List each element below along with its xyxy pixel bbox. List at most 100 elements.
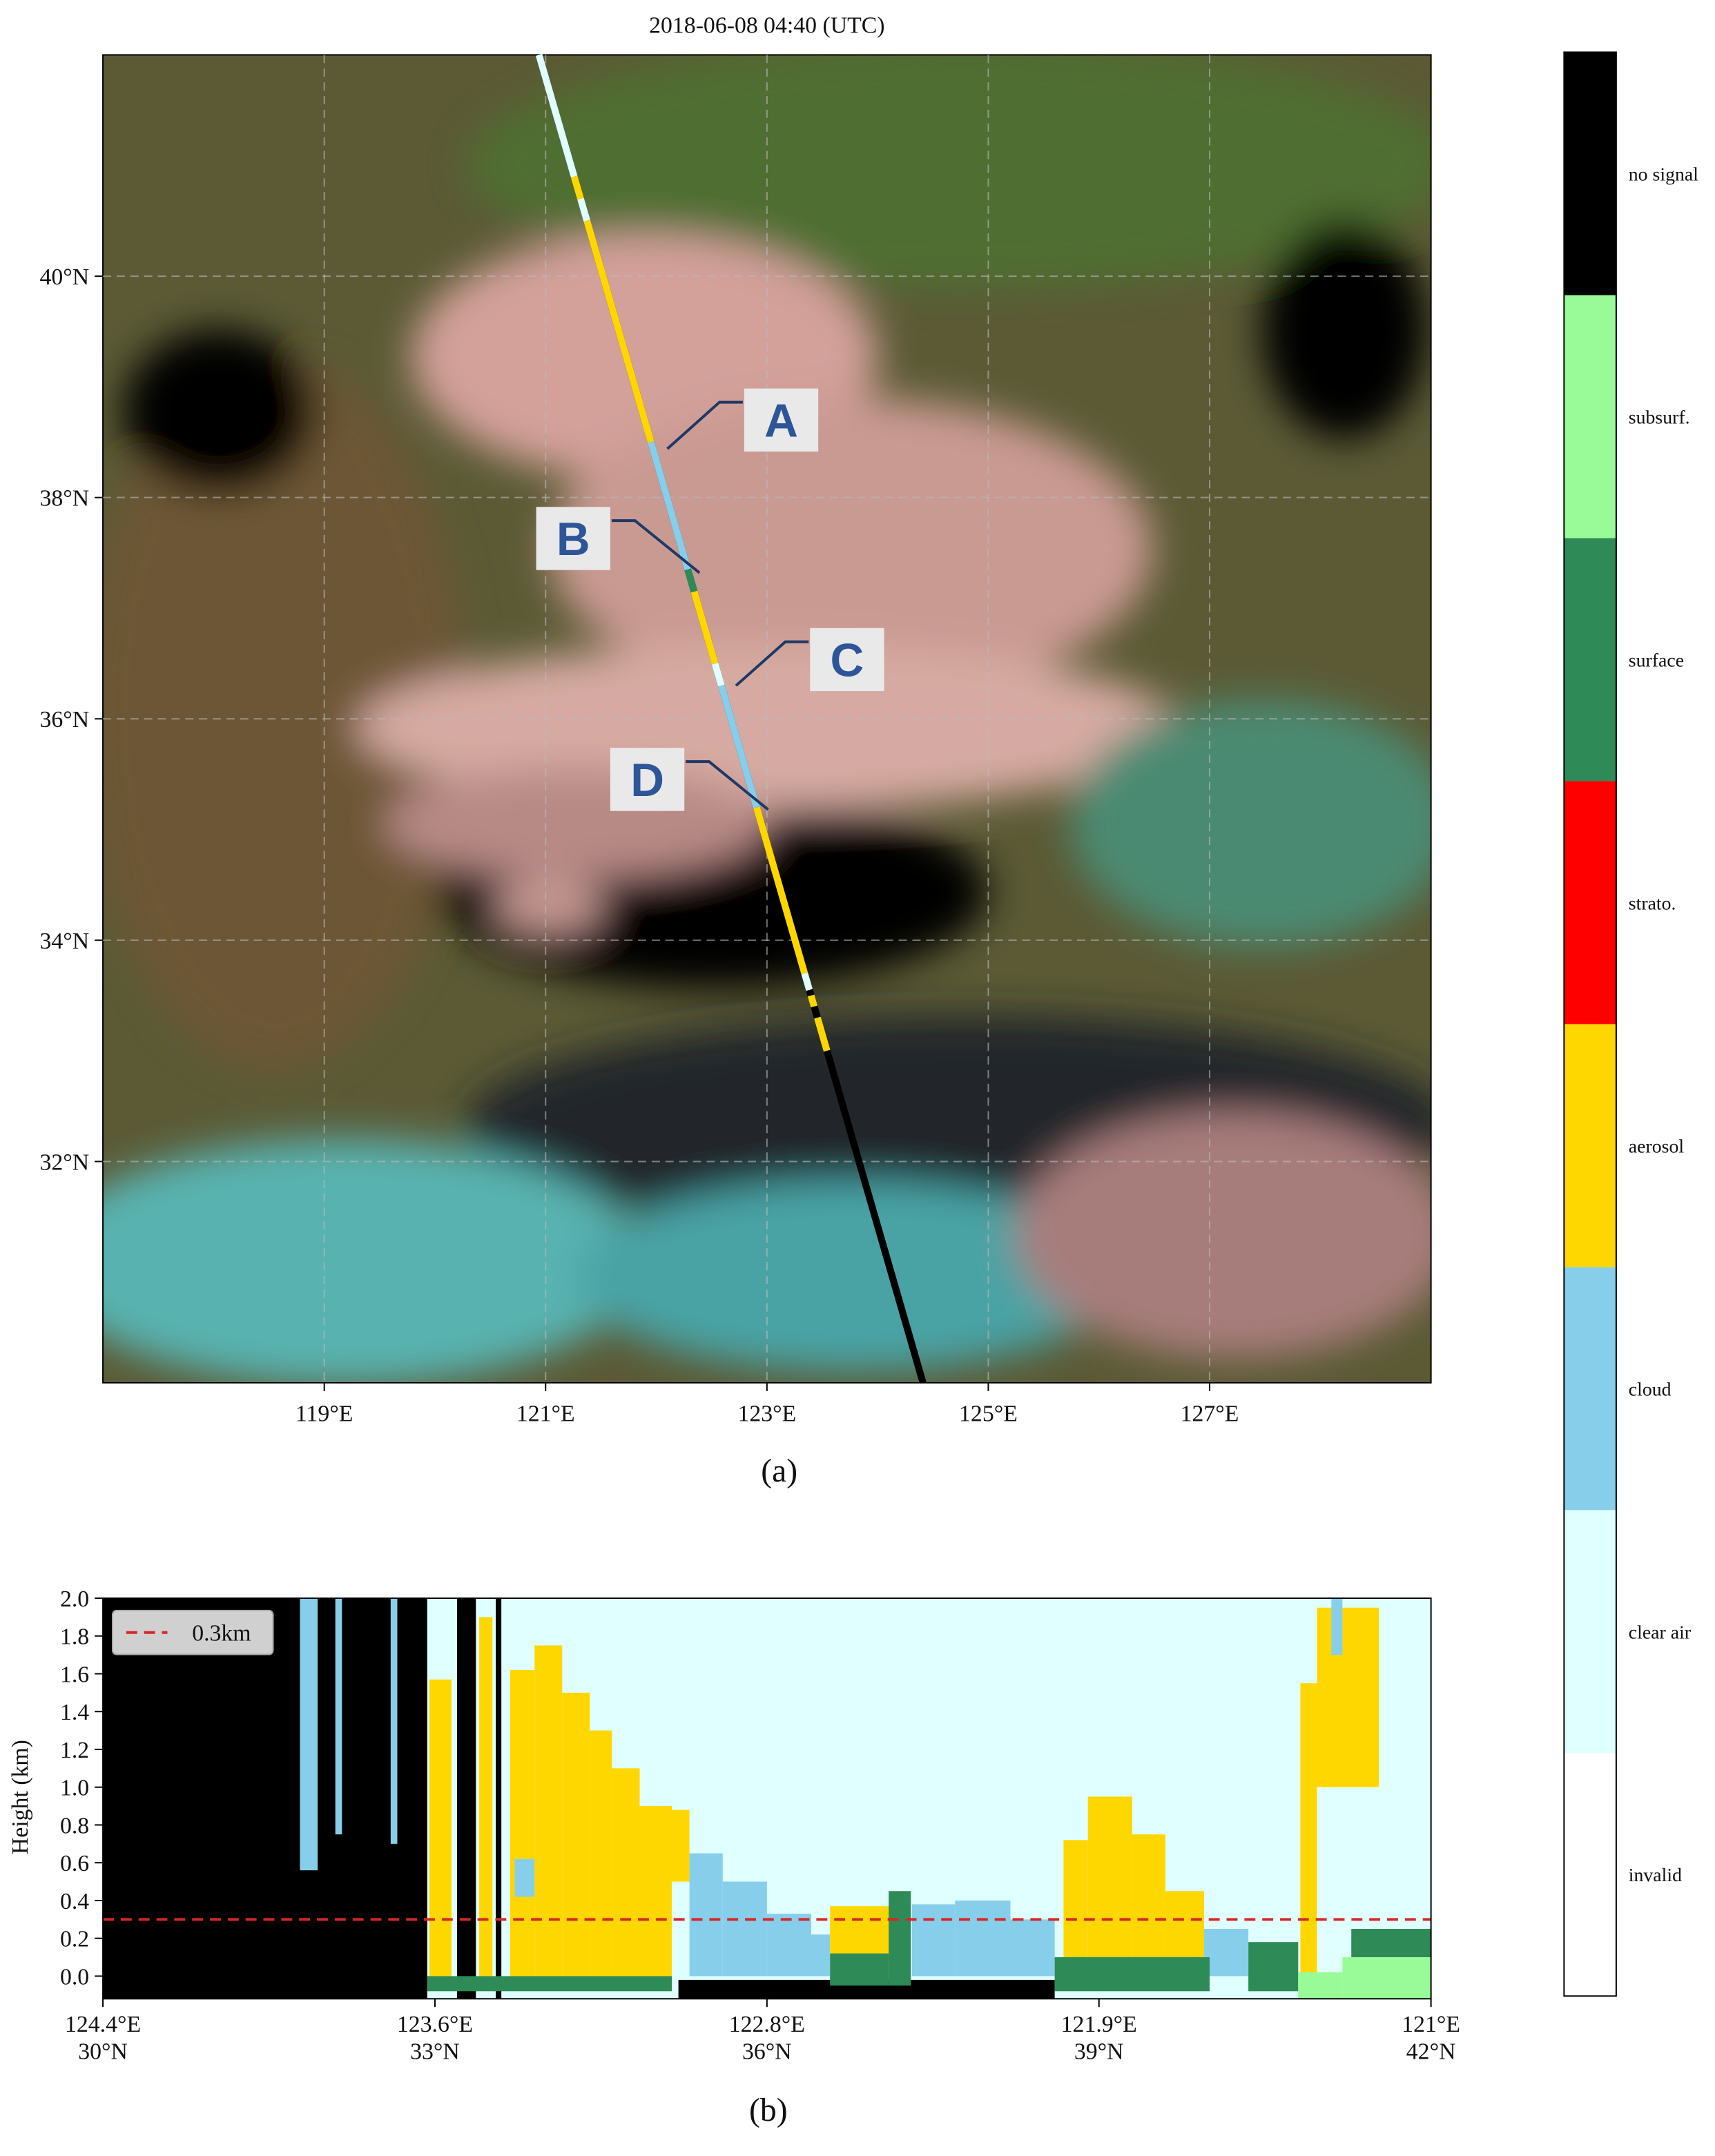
y-tick-label: 1.6 xyxy=(60,1662,89,1687)
curtain-plot xyxy=(103,1598,1431,1999)
region xyxy=(103,1598,427,1999)
region xyxy=(562,1692,590,1977)
region xyxy=(1351,1929,1431,1958)
region xyxy=(689,1853,723,1977)
region xyxy=(1204,1929,1249,1977)
y-tick-label: 40°N xyxy=(40,264,90,290)
track-segment xyxy=(583,220,655,443)
colorbar-swatch xyxy=(1564,781,1616,1024)
y-tick-label: 0.8 xyxy=(60,1813,89,1838)
x-tick-label: 121.9°E xyxy=(1061,2012,1137,2037)
region xyxy=(534,1645,563,1977)
track-segment xyxy=(814,1016,831,1052)
region xyxy=(514,1858,535,1897)
annotation-label: C xyxy=(831,634,864,686)
curtain-layers xyxy=(103,1598,1431,1999)
track-segment xyxy=(753,806,808,975)
region xyxy=(955,1900,1011,1977)
region xyxy=(457,1598,476,1999)
track-segment xyxy=(801,972,813,991)
annotation-label: B xyxy=(556,514,590,565)
y-tick-label: 1.0 xyxy=(60,1776,89,1801)
region xyxy=(510,1670,535,1977)
region xyxy=(1331,1598,1343,1655)
track-segment xyxy=(535,54,578,178)
region xyxy=(427,1976,672,1992)
track-segment xyxy=(718,684,760,808)
leader-line xyxy=(611,519,701,574)
colorbar-label: subsurf. xyxy=(1629,407,1690,428)
label-box xyxy=(744,388,819,452)
region xyxy=(1317,1607,1379,1787)
region xyxy=(811,1934,831,1977)
region xyxy=(766,1914,811,1977)
x-tick-label: 127°E xyxy=(1181,1401,1239,1427)
caption: (b) xyxy=(749,2092,788,2128)
y-tick-label: 32°N xyxy=(40,1149,90,1175)
region xyxy=(1132,1834,1165,1977)
track-segment xyxy=(570,175,584,200)
legend-box xyxy=(111,1609,274,1655)
x-tick-label: 124.4°E xyxy=(65,2012,141,2037)
x-tick-label: 42°N xyxy=(1406,2039,1456,2065)
region xyxy=(429,1679,452,1977)
colorbar-label: invalid xyxy=(1629,1865,1682,1886)
colorbar-label: strato. xyxy=(1629,893,1676,914)
region xyxy=(1010,1919,1055,1977)
region xyxy=(612,1768,640,1977)
region xyxy=(1063,1840,1088,1977)
y-tick-label: 0.2 xyxy=(60,1927,89,1952)
x-tick-label: 33°N xyxy=(410,2039,460,2065)
track-segment xyxy=(577,197,590,222)
region xyxy=(1300,1683,1317,1977)
colorbar-swatch xyxy=(1564,1267,1616,1511)
region xyxy=(1298,1972,1343,1999)
region xyxy=(590,1730,612,1977)
colorbar-label: no signal xyxy=(1629,164,1698,185)
region xyxy=(390,1598,398,1844)
region xyxy=(1248,1942,1299,1992)
track-segment xyxy=(811,1005,821,1019)
colorbar-swatch xyxy=(1564,52,1616,295)
leader-line xyxy=(666,400,743,450)
colorbar-swatch xyxy=(1564,1024,1616,1268)
region xyxy=(300,1598,318,1871)
region xyxy=(830,1953,889,1986)
x-tick-label: 39°N xyxy=(1074,2039,1124,2065)
colorbar-frame xyxy=(1563,51,1617,1997)
x-tick-label: 121°E xyxy=(1402,2012,1460,2037)
track-segment xyxy=(648,441,691,571)
legend-label: 0.3km xyxy=(192,1621,251,1647)
map-title: 2018-06-08 04:40 (UTC) xyxy=(649,13,884,39)
x-tick-label: 30°N xyxy=(78,2039,128,2065)
region xyxy=(639,1806,672,1977)
region xyxy=(496,1598,502,1999)
track-segment xyxy=(711,662,725,687)
colorbar-label: surface xyxy=(1629,650,1684,671)
x-tick-label: 125°E xyxy=(959,1401,1018,1427)
x-tick-label: 119°E xyxy=(295,1401,353,1427)
y-tick-label: 36°N xyxy=(40,707,90,732)
region xyxy=(911,1904,956,1977)
label-box xyxy=(810,628,884,692)
colorbar-label: clear air xyxy=(1629,1622,1692,1643)
y-tick-label: 38°N xyxy=(40,486,90,512)
y-tick-label: 34°N xyxy=(40,929,90,954)
x-tick-label: 123.6°E xyxy=(397,2012,473,2037)
track-segment xyxy=(690,590,719,665)
label-box xyxy=(536,507,610,570)
region xyxy=(1054,1957,1210,1992)
y-tick-label: 0.4 xyxy=(60,1889,89,1914)
x-tick-label: 121°E xyxy=(516,1401,575,1427)
colorbar-label: aerosol xyxy=(1629,1136,1685,1157)
region xyxy=(335,1598,342,1835)
y-tick-label: 1.4 xyxy=(60,1700,89,1725)
leader-line xyxy=(735,640,809,687)
caption: (a) xyxy=(761,1453,797,1489)
colorbar-swatch xyxy=(1564,1510,1616,1754)
annotation-label: D xyxy=(630,755,664,806)
track-segment xyxy=(806,989,815,997)
x-tick-label: 36°N xyxy=(742,2039,792,2065)
